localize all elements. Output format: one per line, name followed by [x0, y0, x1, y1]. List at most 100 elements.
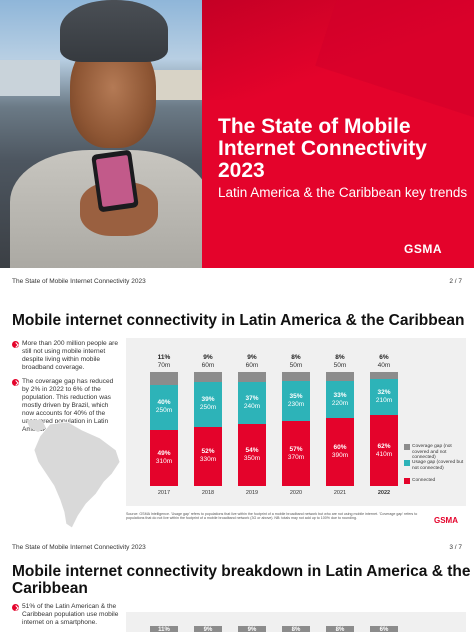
segment-pct-label: 60%: [333, 444, 347, 452]
cover-title: The State of Mobile Internet Connectivit…: [218, 115, 427, 182]
year-tick-label: 2020: [289, 490, 303, 496]
segment-value-label: 410m: [375, 450, 393, 458]
legend-swatch: [404, 478, 410, 484]
gsma-logo: GSMA: [404, 242, 442, 256]
legend-swatch: [404, 460, 410, 466]
usage-gap-segment: 33% 220m: [326, 381, 354, 419]
legend-item: Connected: [404, 478, 466, 484]
legend-label: Coverage gap (not covered and not connec…: [412, 444, 452, 460]
segment-value-label: 390m: [331, 452, 349, 460]
coverage-gap-value-label: 40m: [377, 362, 391, 369]
usage-gap-segment: 39% 250m: [194, 382, 222, 427]
connected-segment: 57% 370m: [282, 421, 310, 486]
usage-gap-segment: 40% 250m: [150, 384, 178, 431]
market-stall: [150, 70, 202, 100]
coverage-gap-pct-label: 8%: [291, 354, 301, 361]
connected-segment: 52% 330m: [194, 426, 222, 486]
page-number: 3 / 7: [449, 544, 462, 551]
segment-value-label: 250m: [199, 404, 217, 412]
segment-pct-label: 40%: [157, 399, 171, 407]
coverage-gap-pct-label: 9%: [247, 354, 257, 361]
year-tick-label: 2017: [157, 490, 171, 496]
segment-value-label: 250m: [155, 407, 173, 415]
year-tick-label: 2022: [377, 490, 391, 496]
connected-segment: 49% 310m: [150, 430, 178, 486]
coverage-gap-value-label: 60m: [245, 362, 259, 369]
bullet-list: 51% of the Latin American & the Caribbea…: [12, 603, 122, 632]
segment-pct-label: 49%: [157, 450, 171, 458]
breakdown-top-tag: 8%: [326, 626, 354, 632]
check-icon: [12, 604, 19, 611]
connected-segment: 54% 350m: [238, 424, 266, 486]
segment-value-label: 240m: [243, 403, 261, 411]
segment-pct-label: 52%: [201, 448, 215, 456]
legend-label: Connected: [412, 478, 436, 483]
segment-pct-label: 62%: [377, 442, 391, 450]
coverage-gap-value-label: 70m: [157, 362, 171, 369]
segment-pct-label: 37%: [245, 395, 259, 403]
coverage-gap-segment: [326, 372, 354, 382]
bullet-item: 51% of the Latin American & the Caribbea…: [12, 603, 122, 627]
coverage-gap-value-label: 60m: [201, 362, 215, 369]
usage-gap-segment: 37% 240m: [238, 382, 266, 425]
source-note: Source: GSMA Intelligence. 'Usage gap' r…: [126, 512, 418, 521]
segment-value-label: 210m: [375, 397, 393, 405]
bullet-list: More than 200 million people are still n…: [12, 340, 122, 440]
breakdown-top-tag: 11%: [150, 626, 178, 632]
bullet-item: More than 200 million people are still n…: [12, 340, 122, 372]
legend-item: Usage gap (covered but not connected): [404, 460, 466, 471]
usage-gap-segment: 32% 210m: [370, 378, 398, 416]
usage-gap-segment: 35% 230m: [282, 381, 310, 421]
south-america-map-icon: [26, 420, 121, 529]
breakdown-chart-panel: 11% 9% 9% 8% 8% 6%: [126, 612, 466, 632]
segment-pct-label: 32%: [377, 389, 391, 397]
coverage-gap-pct-label: 8%: [335, 354, 345, 361]
cover-red-panel: [202, 0, 474, 268]
coverage-gap-value-label: 50m: [289, 362, 303, 369]
segment-pct-label: 57%: [289, 445, 303, 453]
page-title: Mobile internet connectivity breakdown i…: [12, 563, 471, 597]
smartphone-icon: [91, 149, 139, 213]
coverage-gap-segment: [282, 372, 310, 382]
legend-item: Coverage gap (not covered and not connec…: [404, 444, 466, 461]
breakdown-top-tag: 9%: [194, 626, 222, 632]
connected-segment: 62% 410m: [370, 415, 398, 486]
market-stall: [0, 60, 60, 96]
coverage-gap-segment: [370, 372, 398, 379]
coverage-gap-segment: [194, 372, 222, 383]
running-head: The State of Mobile Internet Connectivit…: [12, 278, 146, 285]
cover-photo: [0, 0, 202, 268]
segment-pct-label: 39%: [201, 396, 215, 404]
gsma-logo: GSMA: [434, 516, 458, 525]
coverage-gap-value-label: 50m: [333, 362, 347, 369]
segment-value-label: 330m: [199, 456, 217, 464]
coverage-gap-segment: [150, 372, 178, 385]
beanie-hat: [60, 0, 168, 62]
stacked-bar-chart: 11% 70m 40% 250m 49% 310m 2017 9% 60m 39% 250m 52% 3…: [126, 338, 466, 506]
segment-value-label: 220m: [331, 399, 349, 407]
cover-subtitle: Latin America & the Caribbean key trends: [218, 185, 468, 200]
segment-value-label: 310m: [155, 458, 173, 466]
page-title: Mobile internet connectivity in Latin Am…: [12, 312, 465, 329]
check-icon: [12, 379, 19, 386]
breakdown-top-tag: 8%: [282, 626, 310, 632]
breakdown-top-tag: 6%: [370, 626, 398, 632]
year-tick-label: 2021: [333, 490, 347, 496]
year-tick-label: 2018: [201, 490, 215, 496]
cover-page: The State of Mobile Internet Connectivit…: [0, 0, 474, 268]
segment-pct-label: 54%: [245, 447, 259, 455]
segment-value-label: 370m: [287, 453, 305, 461]
coverage-gap-pct-label: 11%: [157, 354, 171, 361]
segment-value-label: 230m: [287, 401, 305, 409]
segment-pct-label: 35%: [289, 393, 303, 401]
coverage-gap-pct-label: 6%: [379, 354, 389, 361]
coverage-gap-pct-label: 9%: [203, 354, 213, 361]
page-number: 2 / 7: [449, 278, 462, 285]
segment-pct-label: 33%: [333, 391, 347, 399]
running-head: The State of Mobile Internet Connectivit…: [12, 544, 146, 551]
segment-value-label: 350m: [243, 455, 261, 463]
check-icon: [12, 341, 19, 348]
coverage-gap-segment: [238, 372, 266, 383]
year-tick-label: 2019: [245, 490, 259, 496]
legend-swatch: [404, 444, 410, 450]
